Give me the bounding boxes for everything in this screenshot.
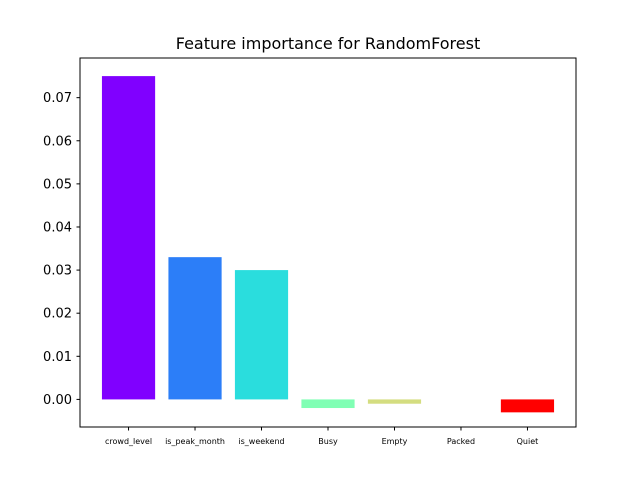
bar-is-peak-month: [168, 257, 222, 400]
y-axis: 0.00 0.01 0.02 0.03 0.04 0.05 0.06 0.07: [43, 91, 80, 408]
y-tick-label: 0.01: [43, 350, 72, 365]
x-axis: crowd_level is_peak_month is_weekend Busy Em…: [105, 427, 538, 446]
y-tick-label: 0.05: [43, 177, 72, 192]
x-tick-label: crowd_level: [105, 437, 152, 446]
bar-busy: [301, 399, 355, 409]
x-tick-label: Quiet: [517, 437, 539, 446]
x-tick-label: Packed: [447, 437, 475, 446]
x-tick-label: Busy: [318, 437, 338, 446]
bar-quiet: [500, 399, 555, 413]
x-tick-label: is_weekend: [238, 437, 284, 446]
x-tick-label: Empty: [382, 437, 408, 446]
y-tick-label: 0.03: [43, 264, 72, 279]
bar-is-weekend: [234, 270, 289, 400]
y-tick-label: 0.00: [43, 393, 72, 408]
y-tick-label: 0.07: [43, 91, 72, 106]
y-tick-label: 0.02: [43, 307, 72, 322]
bars-group: [101, 76, 555, 413]
axes-frame: [79, 57, 577, 428]
chart-title: Feature importance for RandomForest: [176, 34, 480, 53]
x-tick-label: is_peak_month: [165, 437, 225, 446]
bar-crowd-level: [101, 76, 156, 400]
y-tick-label: 0.04: [43, 220, 72, 235]
bar-empty: [367, 399, 422, 404]
y-tick-label: 0.06: [43, 134, 72, 149]
